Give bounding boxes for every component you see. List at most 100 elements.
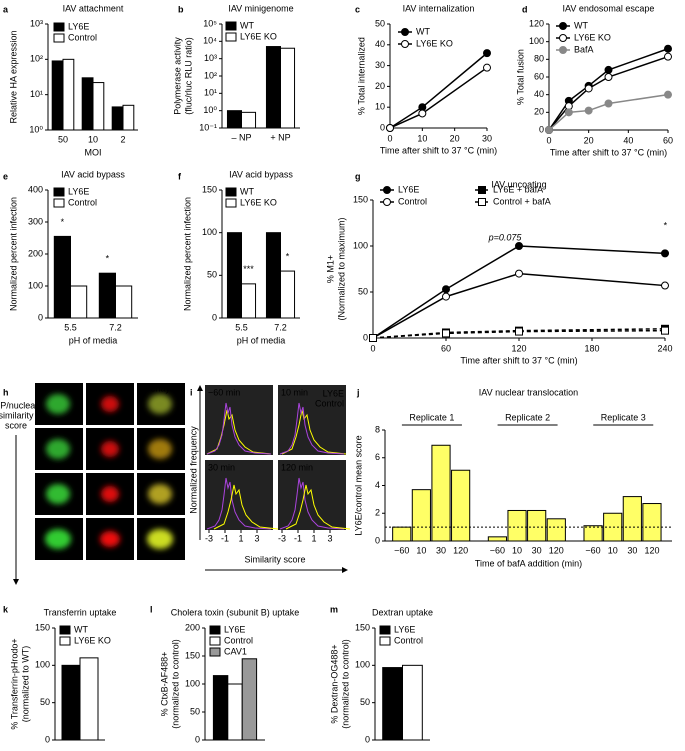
point xyxy=(564,108,573,117)
legend-label: LY6E xyxy=(394,624,415,634)
y-tick-label: 50 xyxy=(375,18,385,28)
group-label: Replicate 2 xyxy=(505,412,550,422)
column-label: Overlay xyxy=(139,383,171,393)
bar xyxy=(98,272,117,319)
panel-title: Cholera toxin (subunit B) uptake xyxy=(171,607,300,617)
series-line xyxy=(372,245,666,339)
x-tick-label: 50 xyxy=(58,134,68,144)
cell-images xyxy=(13,383,185,585)
bar xyxy=(111,106,124,131)
x-tick-label: + NP xyxy=(270,132,290,142)
y-tick-label: 10 xyxy=(375,102,385,112)
x-tick-label: 60 xyxy=(663,135,673,145)
bar xyxy=(411,489,431,542)
y-axis-label: NP/nuclear xyxy=(0,400,38,410)
legend-label: LY6E KO xyxy=(74,635,111,645)
x-tick-label: 30 xyxy=(627,545,637,555)
y-tick-label: 300 xyxy=(28,216,43,226)
legend-swatch xyxy=(379,636,391,646)
y-tick-label: 0 xyxy=(380,122,385,132)
blob xyxy=(101,441,119,457)
y-tick-label: 4 xyxy=(375,480,380,490)
bar xyxy=(622,496,642,542)
legend-label: LY6E KO xyxy=(574,32,611,42)
y-tick-label: 10³ xyxy=(30,18,43,28)
point xyxy=(483,49,491,58)
x-axis-label: Time after shift to 37 °C (min) xyxy=(460,355,577,365)
bar xyxy=(382,667,404,741)
y-axis-label: Relative HA expression xyxy=(8,30,18,123)
x-axis-label: pH of media xyxy=(69,335,118,345)
x-tick-label: −60 xyxy=(585,545,600,555)
panel-letter: f xyxy=(178,171,182,181)
legend-swatch xyxy=(59,625,71,635)
x-tick-label: 120 xyxy=(453,545,468,555)
y-axis-label: (normalized to WT) xyxy=(20,646,30,723)
panel-label: 120 min xyxy=(281,462,313,472)
point xyxy=(442,292,450,301)
y-tick-label: 2 xyxy=(375,508,380,518)
series-line xyxy=(548,48,669,131)
y-axis-label: % M1+ xyxy=(325,255,335,283)
hist-panel xyxy=(278,385,346,455)
legend-label: LY6E KO xyxy=(240,31,277,41)
bar xyxy=(81,77,94,131)
point xyxy=(604,65,613,74)
legend-swatch xyxy=(379,625,391,635)
legend-label: Control xyxy=(224,635,253,645)
legend-label: LY6E xyxy=(68,186,89,196)
blob xyxy=(45,529,71,549)
bar xyxy=(642,503,662,542)
x-tick-label: 120 xyxy=(549,545,564,555)
annotation: p=0.075 xyxy=(488,232,523,242)
point xyxy=(483,63,491,72)
bar xyxy=(583,525,603,542)
legend-marker xyxy=(559,22,567,30)
bar xyxy=(227,683,243,741)
legend-marker xyxy=(478,186,486,194)
point xyxy=(664,90,672,99)
bar xyxy=(241,658,258,741)
legend-marker xyxy=(559,34,567,42)
bar xyxy=(431,444,451,542)
x-tick-label: 0 xyxy=(387,133,392,143)
panel-title: Dextran uptake xyxy=(372,607,433,617)
legend-label: LY6E xyxy=(323,388,344,398)
point xyxy=(584,106,593,115)
y-tick-label: 100 xyxy=(202,227,217,237)
panel-letter: b xyxy=(178,4,184,14)
legend-swatch xyxy=(53,187,65,197)
panel-letter: a xyxy=(3,4,9,14)
legend-swatch xyxy=(225,21,237,31)
panel-label: 10 min xyxy=(281,387,308,397)
column-label: Nucleus xyxy=(88,383,121,393)
panel-title: IAV minigenome xyxy=(228,3,293,13)
y-tick-label: 40 xyxy=(534,89,544,99)
legend-label: Control xyxy=(68,197,97,207)
y-axis-label: (normalized to control) xyxy=(170,639,180,729)
blob xyxy=(148,439,172,459)
y-tick-label: 100 xyxy=(185,678,200,688)
y-tick-label: 100 xyxy=(529,36,544,46)
y-axis-label: LY6E/control mean score xyxy=(353,435,363,535)
panel-title: IAV endosomal escape xyxy=(563,3,655,13)
y-tick-label: 10⁴ xyxy=(203,36,217,46)
y-tick-label: 10⁻¹ xyxy=(199,122,217,132)
legend-swatch xyxy=(225,32,237,42)
y-tick-label: 20 xyxy=(375,81,385,91)
point xyxy=(369,334,377,342)
bar xyxy=(241,283,257,319)
legend-swatch xyxy=(53,33,65,43)
legend-label: Control xyxy=(394,635,423,645)
x-axis-label: Time after shift to 37 °C (min) xyxy=(550,147,667,157)
x-axis-label: Time of bafA addition (min) xyxy=(475,558,582,568)
y-tick-label: 10¹ xyxy=(30,89,43,99)
series-line xyxy=(372,272,666,339)
y-tick-label: 0 xyxy=(365,734,370,744)
x-tick-label: 7.2 xyxy=(109,322,122,332)
blob xyxy=(147,529,173,549)
bar xyxy=(451,469,471,542)
row-1 xyxy=(35,383,185,425)
x-tick-label: 0 xyxy=(370,343,375,353)
y-axis-label: (fluc/rluc RLU ratio) xyxy=(183,37,193,115)
